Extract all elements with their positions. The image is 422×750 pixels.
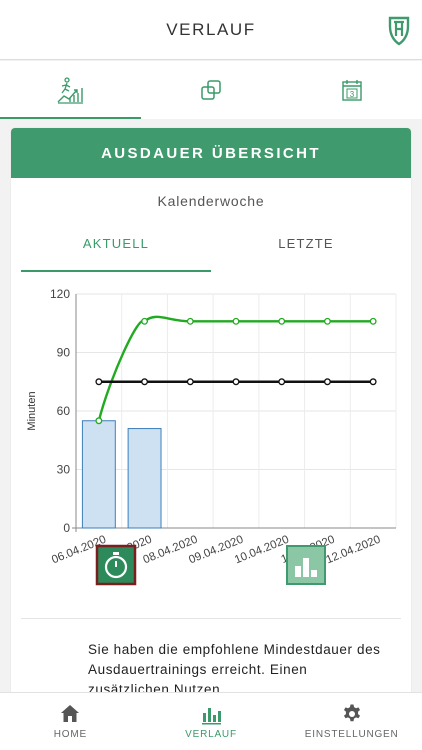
- app-logo-icon: [388, 16, 410, 46]
- stopwatch-button[interactable]: [95, 544, 137, 586]
- bar-chart-icon: [202, 708, 221, 725]
- series-point-2-2: [186, 378, 194, 386]
- series-point-2-3: [232, 378, 240, 386]
- tab-progress[interactable]: [0, 61, 141, 119]
- series-point-2-0: [95, 378, 103, 386]
- nav-history[interactable]: VERLAUF: [141, 693, 282, 750]
- y-tick-label: 90: [57, 346, 71, 360]
- y-tick-label: 30: [57, 463, 71, 477]
- y-tick-label: 120: [50, 287, 70, 301]
- calendar-week-label: Kalenderwoche: [157, 193, 265, 209]
- nav-home[interactable]: HOME: [0, 693, 141, 750]
- bar-06.04.2020: [81, 420, 116, 529]
- period-tab-current[interactable]: AKTUELL: [21, 234, 211, 272]
- tab-compare[interactable]: [141, 61, 282, 119]
- series-point-1-6: [369, 317, 377, 325]
- period-tabs: AKTUELL LETZTE: [21, 234, 401, 272]
- series-point-2-4: [278, 378, 286, 386]
- bar-chart-icon-bar: [311, 570, 317, 577]
- endurance-chart: 0306090120Minuten06.04.202007.04.202008.…: [26, 287, 397, 586]
- period-tab-last[interactable]: LETZTE: [278, 236, 334, 251]
- overlap-squares-icon: [201, 80, 221, 100]
- nav-settings[interactable]: EINSTELLUNGEN: [281, 693, 422, 750]
- series-point-1-5: [323, 317, 331, 325]
- card-header: AUSDAUER ÜBERSICHT: [11, 128, 411, 178]
- series-point-1-0: [95, 417, 103, 425]
- nav-home-label: HOME: [53, 729, 87, 740]
- series-line-1: [97, 315, 374, 422]
- y-tick-label: 0: [63, 521, 70, 535]
- tab-bar: 3: [0, 61, 422, 119]
- tab-calendar[interactable]: 3: [281, 61, 422, 119]
- page-title: VERLAUF: [166, 19, 256, 39]
- series-point-1-3: [232, 317, 240, 325]
- bottom-nav: HOME VERLAUF EINSTELLUNGEN: [0, 692, 422, 750]
- nav-settings-label: EINSTELLUNGEN: [304, 729, 399, 740]
- series-point-1-1: [141, 317, 149, 325]
- svg-text:3: 3: [349, 90, 354, 99]
- card-title: AUSDAUER ÜBERSICHT: [101, 144, 321, 162]
- gear-icon: [343, 704, 360, 722]
- stopwatch-icon: [104, 555, 128, 579]
- bar-chart-icon-bar: [303, 558, 309, 577]
- series-point-2-5: [323, 378, 331, 386]
- bar-chart-icon: [295, 566, 301, 577]
- recommendation-message: Sie haben die empfohlene Mindestdauer de…: [88, 642, 381, 697]
- chart-view-button[interactable]: [286, 545, 326, 585]
- calendar-icon: 3: [341, 80, 362, 101]
- series-point-1-4: [278, 317, 286, 325]
- header: VERLAUF: [0, 0, 422, 60]
- stopwatch-crown: [113, 552, 119, 555]
- endurance-card: AUSDAUER ÜBERSICHT Kalenderwoche AKTUELL…: [11, 128, 411, 728]
- series-point-1-2: [186, 317, 194, 325]
- running-progress-icon: [57, 77, 84, 104]
- home-icon: [61, 705, 80, 722]
- series-point-2-1: [141, 378, 149, 386]
- nav-history-label: VERLAUF: [185, 729, 237, 740]
- bar-07.04.2020: [127, 428, 162, 529]
- y-axis-label: Minuten: [26, 391, 38, 430]
- series-point-2-6: [369, 378, 377, 386]
- y-tick-label: 60: [57, 404, 71, 418]
- divider: [21, 618, 401, 619]
